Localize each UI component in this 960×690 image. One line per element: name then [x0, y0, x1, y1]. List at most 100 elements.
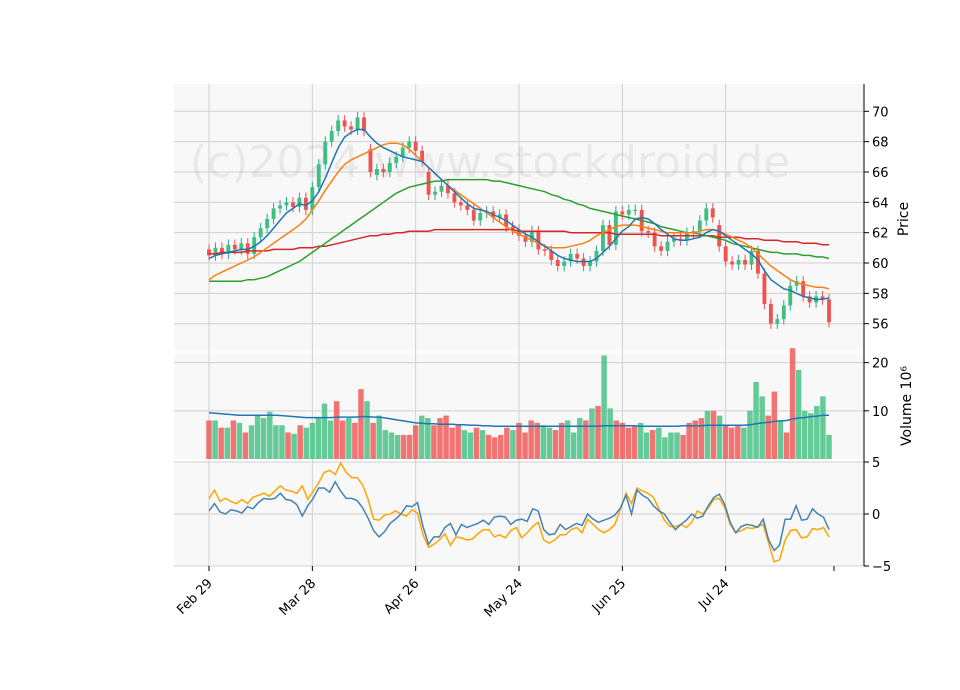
- volume-bar: [260, 418, 267, 459]
- volume-bar: [668, 432, 674, 459]
- volume-bar: [473, 427, 480, 459]
- volume-bar: [808, 413, 814, 459]
- candle-body: [329, 131, 334, 142]
- volume-bar: [698, 418, 705, 459]
- volume-bar: [595, 406, 601, 459]
- y-tick-label: −5: [872, 560, 891, 575]
- candle-body: [362, 117, 366, 132]
- x-tick-label: May 24: [482, 576, 526, 620]
- candle-body: [678, 238, 683, 241]
- candle-body: [278, 205, 282, 209]
- volume-bar: [558, 422, 565, 459]
- candle-body: [213, 247, 218, 256]
- candle-body: [555, 259, 560, 267]
- y-tick-label: 68: [872, 136, 889, 151]
- volume-bar: [297, 425, 303, 459]
- candle-body: [510, 226, 515, 230]
- volume-bar: [777, 420, 784, 459]
- y-tick-label: 56: [872, 318, 889, 333]
- volume-bar: [285, 432, 291, 459]
- candle-body: [310, 187, 315, 210]
- candle-body: [820, 296, 825, 300]
- oscillator-series: [208, 461, 830, 563]
- candle-body: [239, 243, 244, 250]
- ma-mid-line: [208, 142, 830, 290]
- volume-bar: [485, 434, 492, 459]
- candle-body: [588, 261, 592, 267]
- x-tick-label: Jul 24: [695, 576, 732, 613]
- candle-body: [297, 197, 302, 207]
- candle-body: [775, 319, 780, 324]
- candle-body: [626, 209, 631, 215]
- y-tick-label: 66: [872, 166, 889, 181]
- candle-body: [413, 141, 418, 151]
- volume-ma-line: [208, 411, 829, 427]
- volume-bar: [352, 422, 358, 459]
- volume-bar: [382, 430, 389, 459]
- candle-body: [471, 209, 476, 221]
- volume-bar: [279, 425, 285, 459]
- volume-bar: [826, 434, 832, 459]
- volume-bar: [649, 430, 656, 459]
- candle-body: [226, 244, 231, 254]
- candle-body: [652, 232, 657, 247]
- volume-axis-label: Volume 10⁶: [899, 366, 915, 446]
- volume-bar: [613, 420, 619, 459]
- ma-short-line: [208, 128, 830, 301]
- candle-body: [794, 281, 799, 286]
- candle-body: [723, 246, 728, 262]
- y-tick-label: 62: [872, 227, 889, 242]
- volume-bar: [321, 403, 328, 459]
- volume-bar: [309, 422, 316, 459]
- volume-bar: [631, 425, 638, 459]
- candle-body: [207, 249, 211, 256]
- volume-bar: [388, 432, 395, 459]
- volume-bar: [692, 420, 699, 459]
- candle-body: [575, 253, 580, 259]
- volume-bar: [753, 381, 759, 459]
- volume-bar: [242, 432, 249, 459]
- candle-body: [284, 202, 289, 206]
- candle-body: [271, 208, 276, 220]
- y-tick-label: 10: [872, 405, 889, 420]
- volume-bar: [534, 422, 540, 459]
- volume-bar: [680, 434, 686, 459]
- volume-bar: [552, 430, 559, 459]
- volume-bar: [455, 425, 461, 459]
- candle-body: [762, 273, 767, 304]
- volume-bar: [370, 422, 376, 459]
- volume-bar: [449, 427, 455, 459]
- candle-body: [736, 259, 741, 265]
- candle-body: [446, 185, 450, 194]
- volume-bar: [254, 415, 261, 459]
- volume-bar: [607, 408, 613, 459]
- volume-bar: [267, 411, 273, 459]
- volume-bar: [643, 432, 650, 459]
- candle-body: [387, 162, 392, 172]
- candle-body: [394, 156, 399, 163]
- volume-bar: [637, 422, 644, 459]
- candle-body: [420, 150, 425, 162]
- y-tick-label: 5: [872, 456, 880, 471]
- volume-bar: [479, 430, 486, 459]
- volume-bar: [771, 391, 778, 459]
- price-series: [207, 112, 831, 330]
- volume-bar: [358, 389, 364, 459]
- candle-body: [258, 228, 263, 238]
- candle-body: [368, 149, 373, 172]
- candle-body: [594, 250, 599, 262]
- candle-body: [691, 231, 696, 233]
- x-tick-label: Feb 29: [174, 576, 216, 618]
- volume-bar: [224, 427, 230, 459]
- volume-bar: [498, 434, 504, 459]
- grid-lines: [174, 84, 864, 567]
- volume-bar: [333, 401, 340, 459]
- candle-body: [717, 225, 722, 247]
- volume-bar: [589, 408, 595, 459]
- volume-bar: [327, 420, 334, 459]
- candle-body: [536, 231, 541, 250]
- volume-bar: [814, 406, 820, 459]
- candle-body: [704, 208, 709, 221]
- candle-body: [568, 253, 573, 262]
- candle-body: [542, 249, 547, 251]
